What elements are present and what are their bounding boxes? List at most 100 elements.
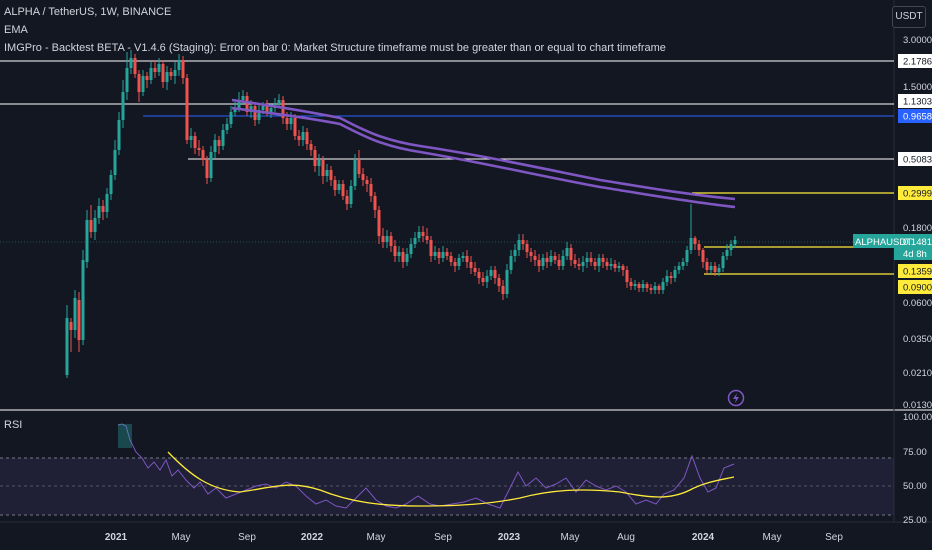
- candle-body: [501, 286, 505, 294]
- candle-body: [277, 100, 281, 104]
- time-axis-label: Aug: [617, 532, 635, 543]
- candle-body: [81, 260, 85, 340]
- candle-body: [193, 136, 197, 148]
- time-axis-label: Sep: [238, 532, 256, 543]
- candle-body: [701, 250, 705, 262]
- rsi-ma-line[interactable]: [167, 451, 735, 507]
- candle-body: [697, 244, 701, 250]
- candle-body: [657, 286, 661, 290]
- ema-line-slow[interactable]: [231, 106, 736, 209]
- candle-body: [113, 150, 117, 175]
- time-axis-label: 2023: [498, 532, 521, 543]
- candle-body: [597, 258, 601, 266]
- candle-body: [253, 106, 257, 120]
- time-axis-label: Sep: [434, 532, 452, 543]
- indicator-imgpro-legend[interactable]: IMGPro - Backtest BETA - V1.4.6 (Staging…: [4, 42, 666, 54]
- candle-body: [461, 256, 465, 258]
- candle-body: [433, 252, 437, 256]
- rsi-overbought-fill: [118, 424, 132, 448]
- price-tick-label: 1.5000: [903, 82, 932, 93]
- candle-body: [493, 270, 497, 278]
- indicator-ema-legend[interactable]: EMA: [4, 24, 28, 36]
- candle-body: [325, 170, 329, 176]
- candle-body: [353, 160, 357, 186]
- candle-body: [101, 206, 105, 212]
- candle-body: [637, 284, 641, 288]
- currency-button[interactable]: USDT: [892, 6, 926, 28]
- price-level-text: 0.5083: [903, 155, 932, 166]
- ema-line-fast[interactable]: [231, 98, 736, 201]
- price-level-badge: [898, 152, 932, 166]
- price-tick-label: 0.0600: [903, 298, 932, 309]
- candle-body: [489, 270, 493, 276]
- time-axis-label: May: [763, 532, 782, 543]
- candle-body: [129, 58, 133, 68]
- candle-body: [77, 300, 81, 340]
- candle-body: [733, 240, 737, 244]
- rsi-tick-label: 50.00: [903, 481, 927, 492]
- lightning-icon[interactable]: [727, 389, 745, 407]
- symbol-title[interactable]: ALPHA / TetherUS, 1W, BINANCE: [4, 6, 172, 18]
- rsi-line[interactable]: [117, 423, 735, 509]
- candle-body: [105, 194, 109, 212]
- candle-body: [469, 262, 473, 268]
- candle-body: [189, 136, 193, 140]
- candle-body: [309, 144, 313, 150]
- candle-body: [185, 78, 189, 140]
- candle-body: [297, 136, 301, 140]
- candle-body: [265, 106, 269, 112]
- price-tick-label: 3.0000: [903, 35, 932, 46]
- price-axis[interactable]: 3.0000 1.5000 0.1800 0.0600 0.0350 0.0210 0.01…: [903, 35, 932, 411]
- candle-body: [313, 150, 317, 166]
- candle-body: [109, 175, 113, 194]
- candle-body: [625, 270, 629, 282]
- candle-body: [89, 220, 93, 232]
- candle-body: [249, 106, 253, 112]
- price-level-badge: [898, 54, 932, 68]
- candle-body: [553, 256, 557, 260]
- candle-body: [337, 184, 341, 190]
- candle-body: [725, 250, 729, 256]
- price-tick-label: 0.0130: [903, 400, 932, 411]
- candle-body: [385, 236, 389, 242]
- candle-body: [629, 282, 633, 286]
- candle-body: [93, 218, 97, 232]
- candle-body: [485, 276, 489, 282]
- candle-body: [529, 252, 533, 256]
- rsi-tick-label: 25.00: [903, 515, 927, 526]
- candle-body: [369, 184, 373, 196]
- candle-body: [261, 106, 265, 110]
- candle-body: [133, 58, 137, 74]
- candle-body: [201, 150, 205, 160]
- candle-body: [197, 148, 201, 150]
- candle-body: [453, 262, 457, 266]
- price-level-badge: [898, 186, 932, 200]
- candle-body: [181, 60, 185, 78]
- candle-body: [605, 262, 609, 266]
- candle-body: [245, 96, 249, 112]
- candle-body: [545, 258, 549, 262]
- candle-body: [173, 70, 177, 76]
- candle-body: [149, 68, 153, 80]
- time-axis-label: 2022: [301, 532, 324, 543]
- candle-body: [649, 288, 653, 290]
- candle-body: [589, 258, 593, 262]
- candle-body: [677, 266, 681, 270]
- candle-body: [585, 258, 589, 262]
- candle-body: [393, 246, 397, 256]
- candlestick-series[interactable]: [65, 50, 737, 378]
- rsi-axis[interactable]: 100.00 75.00 50.00 25.00: [903, 412, 932, 526]
- candle-body: [145, 76, 149, 80]
- time-axis[interactable]: 2021 May Sep 2022 May Sep 2023 May Aug 2024 May Sep: [105, 532, 843, 543]
- rsi-legend[interactable]: RSI: [4, 419, 23, 431]
- candle-body: [125, 68, 129, 92]
- candle-body: [417, 232, 421, 238]
- candle-body: [665, 276, 669, 282]
- candle-body: [157, 64, 161, 72]
- candle-body: [689, 238, 693, 250]
- candle-body: [673, 270, 677, 278]
- candle-body: [357, 160, 361, 174]
- candle-body: [169, 72, 173, 76]
- candle-body: [401, 252, 405, 262]
